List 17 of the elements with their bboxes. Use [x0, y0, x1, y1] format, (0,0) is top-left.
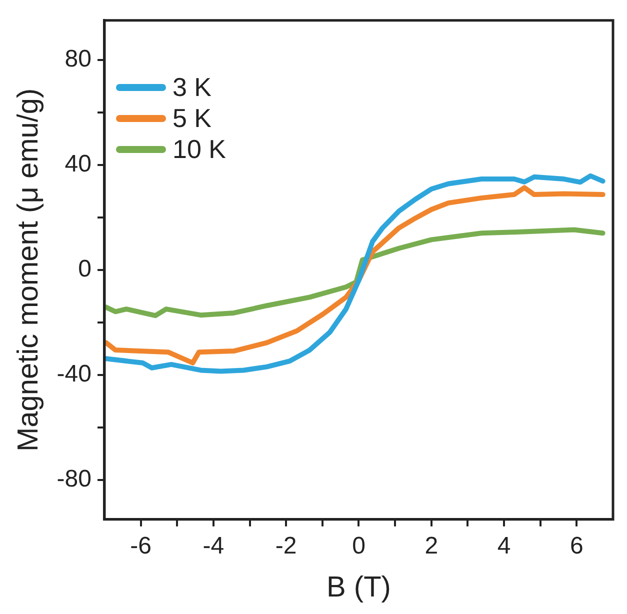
x-tick-label: -6: [130, 532, 152, 560]
x-tick-label: 2: [424, 532, 438, 560]
y-tick-label: -80: [56, 466, 92, 493]
x-tick-label: 4: [497, 532, 511, 560]
legend-label: 5 K: [172, 103, 212, 134]
legend-label: 3 K: [172, 72, 212, 104]
y-tick-label: 40: [64, 150, 92, 178]
y-tick-label: 0: [78, 256, 92, 283]
y-tick-label: 80: [64, 45, 92, 72]
x-tick-label: 6: [570, 532, 584, 560]
x-tick-label: -4: [202, 532, 224, 560]
y-axis-title: Magnetic moment (μ emu/g): [12, 88, 44, 452]
legend-label: 10 K: [172, 134, 226, 166]
x-tick-label: 0: [352, 532, 366, 560]
x-tick-label: -2: [275, 532, 297, 560]
x-axis-title: B (T): [326, 572, 391, 604]
y-tick-label: -40: [56, 360, 92, 388]
